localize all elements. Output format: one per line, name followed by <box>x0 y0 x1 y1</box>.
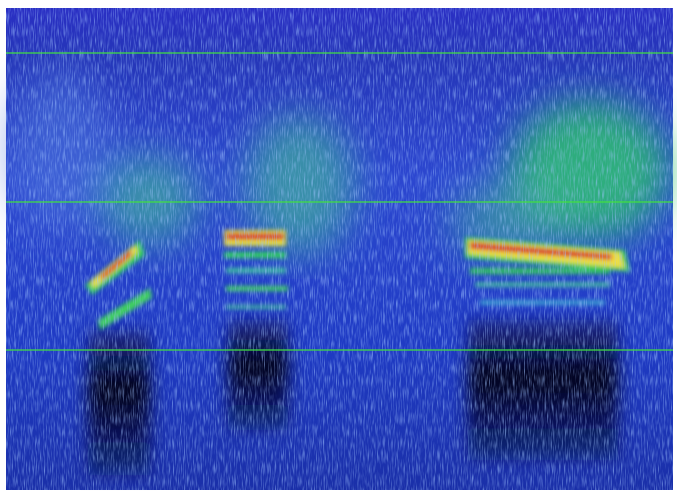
noise <box>6 8 673 490</box>
